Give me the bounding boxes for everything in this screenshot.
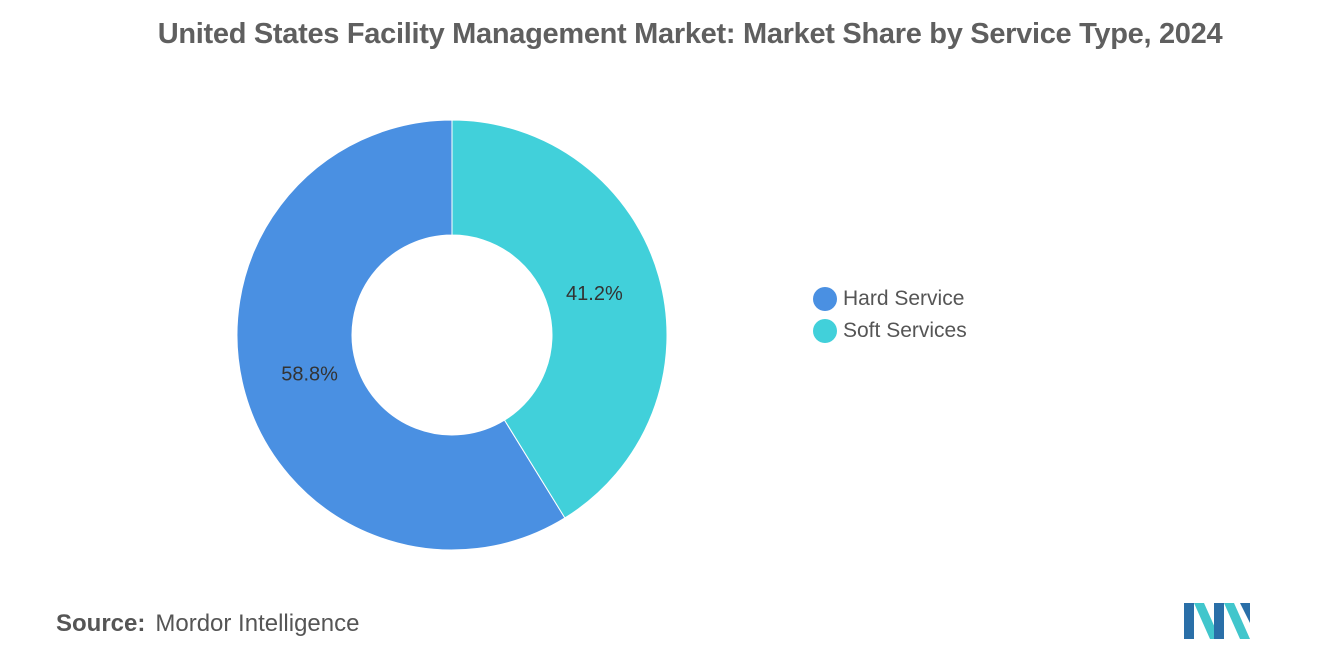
slice-label-soft-services: 41.2% <box>566 283 623 305</box>
slice-label-hard-service: 58.8% <box>281 364 338 386</box>
legend-item-soft-services[interactable]: Soft Services <box>813 315 967 347</box>
legend-swatch-soft-services <box>813 319 837 343</box>
legend-item-hard-service[interactable]: Hard Service <box>813 283 967 315</box>
donut-slices <box>236 119 668 551</box>
slice-labels: 58.8% 41.2% <box>281 283 623 386</box>
source-text: Mordor Intelligence <box>155 610 360 637</box>
chart-legend: Hard Service Soft Services <box>813 283 967 347</box>
mordor-intelligence-logo-icon <box>1184 603 1250 639</box>
slice-soft-services[interactable] <box>451 119 668 519</box>
legend-swatch-hard-service <box>813 287 837 311</box>
source-note: Source: Mordor Intelligence <box>56 610 359 638</box>
legend-label-hard-service: Hard Service <box>843 287 965 310</box>
legend-label-soft-services: Soft Services <box>843 319 967 342</box>
source-label: Source: <box>56 610 146 637</box>
slice-hard-service[interactable] <box>236 119 566 551</box>
chart-title: United States Facility Management Market… <box>157 18 1223 50</box>
